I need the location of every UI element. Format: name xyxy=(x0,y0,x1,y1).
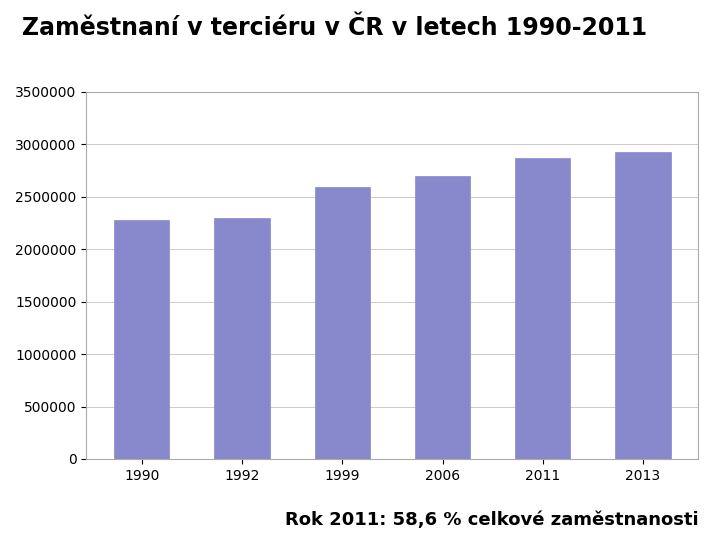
Bar xyxy=(315,187,370,459)
Text: Zaměstnaní v terciéru v ČR v letech 1990-2011: Zaměstnaní v terciéru v ČR v letech 1990… xyxy=(22,16,647,40)
Bar xyxy=(616,152,670,459)
Bar xyxy=(215,218,269,459)
Text: Rok 2011: 58,6 % celkové zaměstnanosti: Rok 2011: 58,6 % celkové zaměstnanosti xyxy=(285,511,698,529)
Bar xyxy=(516,158,570,459)
Bar xyxy=(114,220,169,459)
Bar xyxy=(415,176,470,459)
